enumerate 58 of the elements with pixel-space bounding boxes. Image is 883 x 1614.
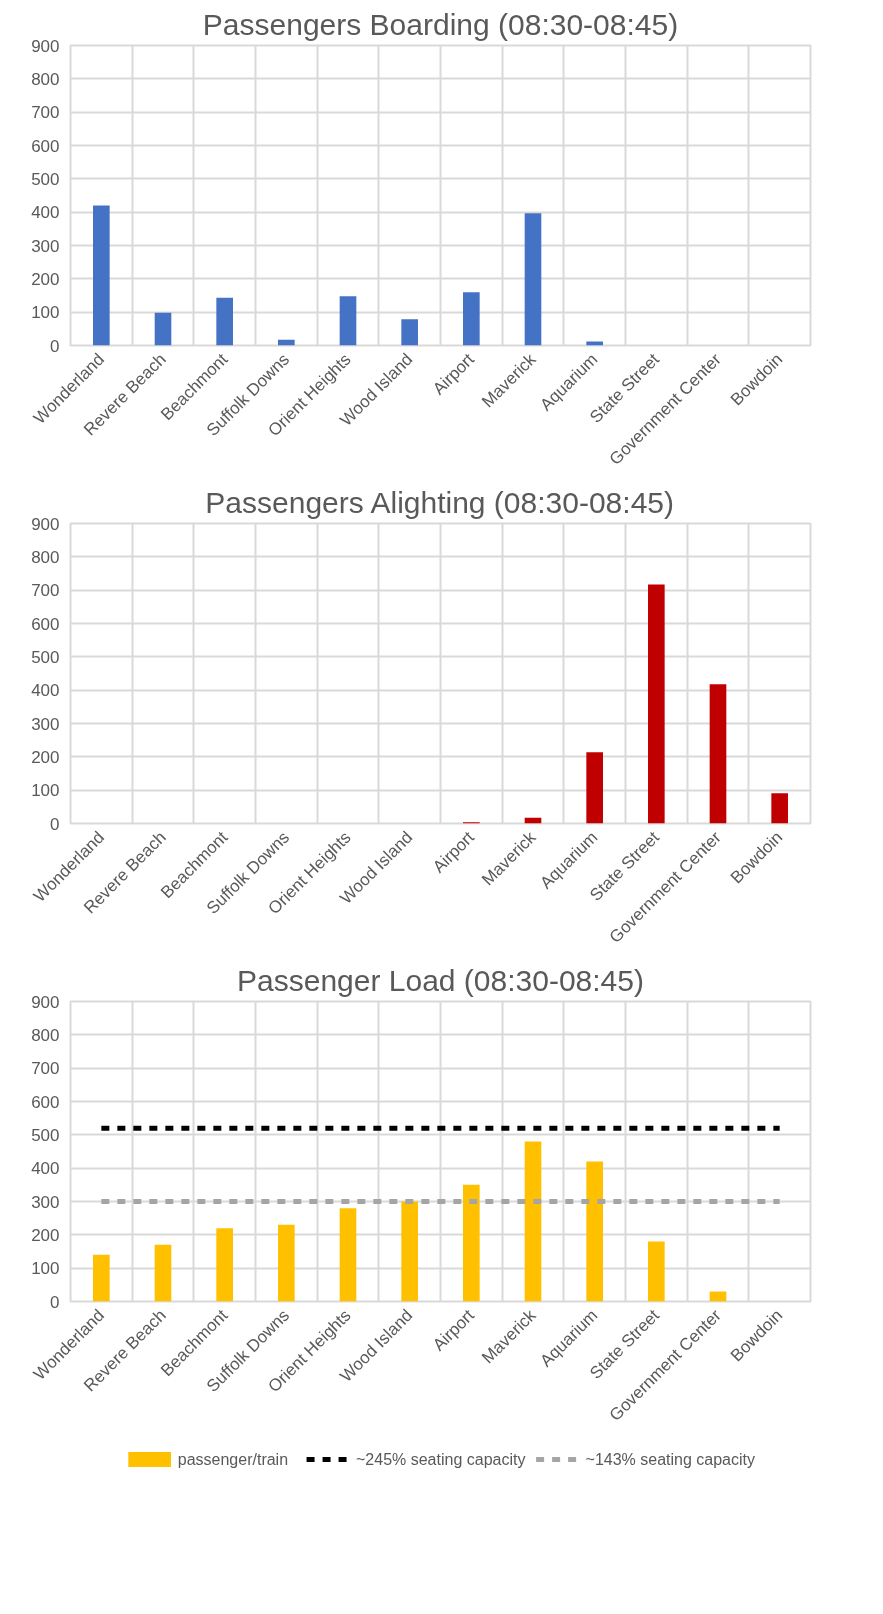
y-tick-label: 100 <box>31 303 60 323</box>
bar <box>339 296 357 346</box>
y-tick-label: 300 <box>31 714 60 734</box>
chart-title: Passengers Alighting (08:30-08:45) <box>205 485 674 519</box>
bar <box>401 319 418 346</box>
y-tick-label: 500 <box>31 647 60 667</box>
y-tick-label: 600 <box>31 614 60 634</box>
y-tick-label: 0 <box>50 336 60 356</box>
y-tick-label: 500 <box>31 169 60 189</box>
y-tick-label: 300 <box>31 1192 60 1212</box>
y-tick-label: 900 <box>31 992 60 1012</box>
y-tick-label: 700 <box>31 103 60 123</box>
y-tick-label: 700 <box>31 581 60 601</box>
bar <box>278 339 295 346</box>
y-tick-label: 200 <box>31 269 60 289</box>
bar <box>216 297 233 346</box>
y-tick-label: 900 <box>31 514 60 534</box>
y-tick-label: 700 <box>31 1059 60 1079</box>
bar <box>93 205 110 346</box>
legend-label: ~143% seating capacity <box>585 1451 756 1468</box>
y-tick-label: 600 <box>31 136 60 156</box>
y-tick-label: 200 <box>31 747 60 767</box>
bar <box>586 1161 603 1302</box>
chart-title: Passengers Boarding (08:30-08:45) <box>202 7 679 41</box>
bar <box>771 793 788 824</box>
y-tick-label: 0 <box>50 1292 60 1312</box>
bar <box>93 1254 110 1302</box>
y-tick-label: 600 <box>31 1092 60 1112</box>
y-tick-label: 800 <box>31 547 60 567</box>
y-tick-label: 100 <box>31 1259 60 1279</box>
bar <box>401 1201 418 1302</box>
bar <box>216 1228 233 1302</box>
y-tick-label: 500 <box>31 1125 60 1145</box>
chart-title: Passenger Load (08:30-08:45) <box>237 963 644 997</box>
bar <box>339 1208 357 1302</box>
legend-label: passenger/train <box>177 1451 289 1468</box>
bar <box>154 312 172 346</box>
bar <box>154 1244 172 1302</box>
bar <box>524 1141 542 1302</box>
legend-label: ~245% seating capacity <box>356 1451 526 1468</box>
y-tick-label: 0 <box>50 814 60 834</box>
bar <box>463 1184 480 1302</box>
y-tick-label: 900 <box>31 36 60 56</box>
bar <box>278 1224 295 1302</box>
y-tick-label: 800 <box>31 69 60 89</box>
y-tick-label: 400 <box>31 1159 60 1179</box>
y-tick-label: 800 <box>31 1025 60 1045</box>
bar <box>524 213 542 346</box>
y-tick-label: 400 <box>31 203 60 223</box>
y-tick-label: 200 <box>31 1225 60 1245</box>
bar <box>709 684 727 824</box>
bar <box>648 584 665 824</box>
bar <box>586 752 603 824</box>
bar <box>648 1241 665 1302</box>
y-tick-label: 300 <box>31 236 60 256</box>
bar <box>463 292 480 346</box>
y-tick-label: 100 <box>31 781 60 801</box>
y-tick-label: 400 <box>31 681 60 701</box>
